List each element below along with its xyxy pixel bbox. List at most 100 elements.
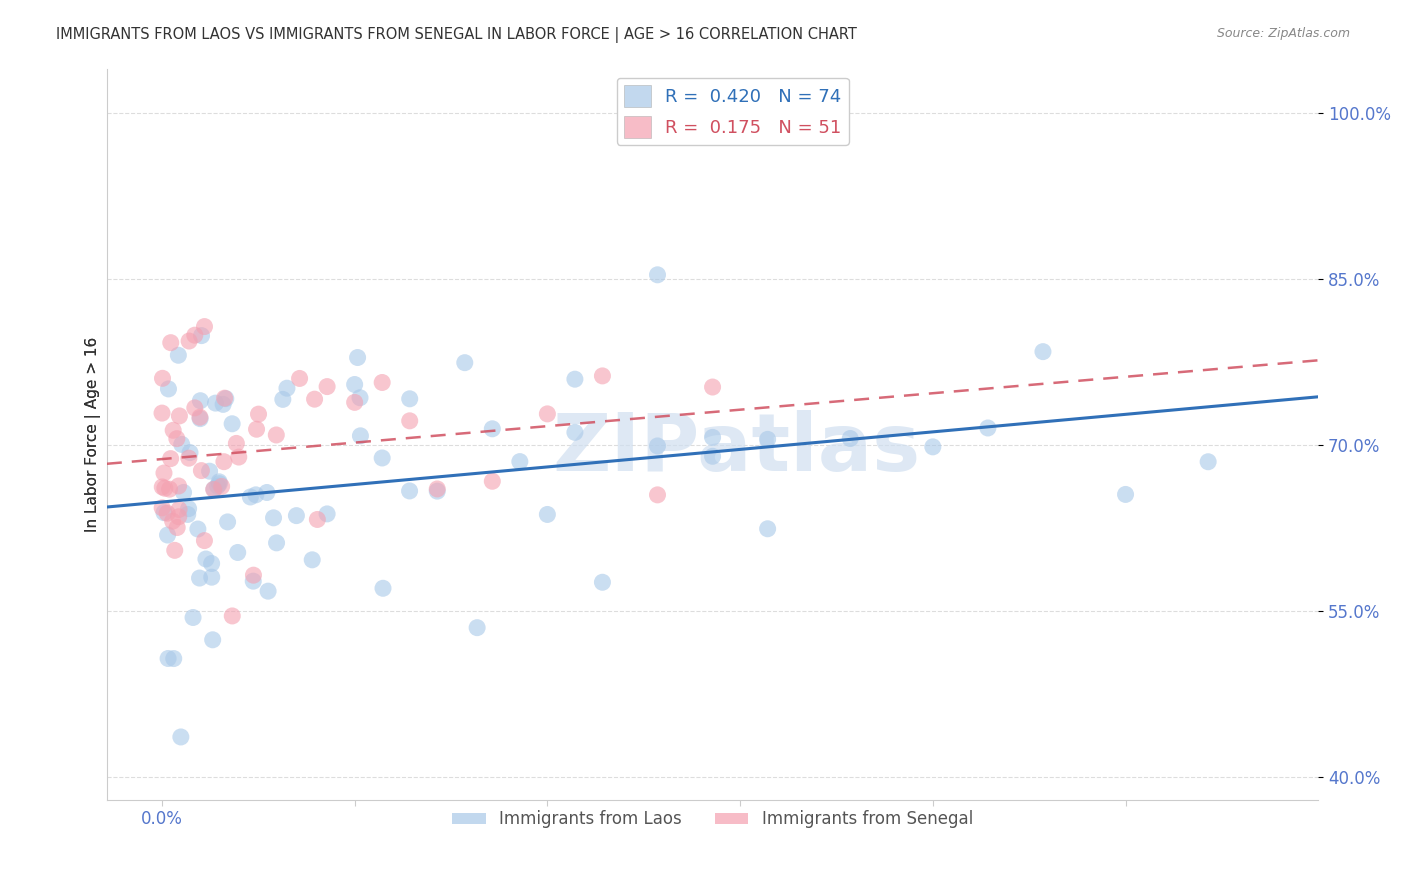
- Immigrants from Senegal: [166, 432, 188, 446]
- Immigrants from Senegal: [288, 371, 311, 385]
- Immigrants from Laos: [343, 377, 366, 392]
- Immigrants from Laos: [271, 392, 294, 407]
- Immigrants from Laos: [465, 621, 488, 635]
- Y-axis label: In Labor Force | Age > 16: In Labor Force | Age > 16: [86, 336, 101, 532]
- Immigrants from Senegal: [266, 428, 288, 442]
- Immigrants from Laos: [564, 372, 586, 386]
- Immigrants from Senegal: [162, 423, 184, 437]
- Immigrants from Laos: [177, 508, 200, 522]
- Immigrants from Senegal: [159, 482, 181, 496]
- Immigrants from Senegal: [150, 500, 173, 515]
- Immigrants from Laos: [647, 439, 669, 453]
- Immigrants from Laos: [167, 348, 190, 362]
- Text: IMMIGRANTS FROM LAOS VS IMMIGRANTS FROM SENEGAL IN LABOR FORCE | AGE > 16 CORREL: IMMIGRANTS FROM LAOS VS IMMIGRANTS FROM …: [56, 27, 858, 43]
- Immigrants from Laos: [221, 417, 243, 431]
- Immigrants from Senegal: [167, 502, 190, 516]
- Immigrants from Laos: [226, 545, 249, 559]
- Immigrants from Laos: [208, 476, 231, 491]
- Immigrants from Senegal: [167, 509, 190, 524]
- Immigrants from Laos: [245, 488, 267, 502]
- Immigrants from Senegal: [166, 520, 188, 534]
- Immigrants from Laos: [349, 429, 371, 443]
- Immigrants from Senegal: [159, 335, 181, 350]
- Immigrants from Senegal: [307, 512, 329, 526]
- Immigrants from Laos: [1115, 487, 1137, 501]
- Immigrants from Laos: [426, 484, 449, 499]
- Immigrants from Laos: [157, 651, 180, 665]
- Immigrants from Laos: [346, 351, 368, 365]
- Immigrants from Laos: [208, 475, 231, 489]
- Immigrants from Laos: [215, 392, 238, 406]
- Immigrants from Laos: [204, 396, 226, 410]
- Immigrants from Laos: [201, 570, 224, 584]
- Immigrants from Laos: [316, 507, 339, 521]
- Immigrants from Laos: [509, 454, 531, 468]
- Immigrants from Senegal: [647, 488, 669, 502]
- Immigrants from Senegal: [177, 451, 200, 466]
- Immigrants from Laos: [207, 479, 229, 493]
- Immigrants from Laos: [188, 411, 211, 425]
- Immigrants from Laos: [756, 522, 779, 536]
- Immigrants from Senegal: [398, 414, 420, 428]
- Immigrants from Laos: [239, 490, 262, 504]
- Immigrants from Laos: [157, 382, 180, 396]
- Immigrants from Laos: [181, 610, 204, 624]
- Immigrants from Senegal: [156, 506, 179, 520]
- Text: Source: ZipAtlas.com: Source: ZipAtlas.com: [1216, 27, 1350, 40]
- Immigrants from Laos: [536, 508, 558, 522]
- Immigrants from Senegal: [214, 391, 236, 405]
- Immigrants from Senegal: [212, 455, 235, 469]
- Immigrants from Senegal: [371, 376, 394, 390]
- Immigrants from Laos: [179, 445, 201, 459]
- Immigrants from Laos: [190, 393, 212, 408]
- Immigrants from Laos: [1197, 455, 1219, 469]
- Immigrants from Laos: [839, 432, 862, 446]
- Immigrants from Senegal: [304, 392, 326, 406]
- Immigrants from Laos: [256, 485, 278, 500]
- Immigrants from Laos: [276, 381, 298, 395]
- Text: ZIPatlas: ZIPatlas: [553, 409, 921, 488]
- Immigrants from Laos: [202, 482, 225, 496]
- Immigrants from Senegal: [150, 480, 173, 494]
- Immigrants from Laos: [177, 501, 200, 516]
- Immigrants from Senegal: [245, 422, 267, 436]
- Immigrants from Senegal: [343, 395, 366, 409]
- Immigrants from Laos: [190, 328, 212, 343]
- Immigrants from Laos: [398, 483, 420, 498]
- Immigrants from Laos: [163, 651, 186, 665]
- Immigrants from Senegal: [150, 406, 173, 420]
- Immigrants from Senegal: [242, 568, 264, 582]
- Immigrants from Senegal: [153, 481, 176, 495]
- Immigrants from Senegal: [247, 407, 270, 421]
- Immigrants from Senegal: [536, 407, 558, 421]
- Immigrants from Senegal: [184, 328, 207, 343]
- Immigrants from Laos: [242, 574, 264, 589]
- Immigrants from Laos: [1032, 344, 1054, 359]
- Immigrants from Laos: [564, 425, 586, 440]
- Immigrants from Laos: [212, 397, 235, 411]
- Immigrants from Senegal: [188, 410, 211, 425]
- Immigrants from Laos: [257, 584, 280, 599]
- Immigrants from Laos: [454, 356, 477, 370]
- Immigrants from Laos: [398, 392, 420, 406]
- Immigrants from Senegal: [167, 479, 190, 493]
- Immigrants from Senegal: [190, 464, 212, 478]
- Immigrants from Laos: [921, 440, 943, 454]
- Immigrants from Laos: [201, 557, 224, 571]
- Immigrants from Laos: [187, 522, 209, 536]
- Immigrants from Laos: [349, 391, 371, 405]
- Immigrants from Laos: [170, 730, 193, 744]
- Immigrants from Senegal: [159, 451, 181, 466]
- Immigrants from Senegal: [152, 371, 174, 385]
- Immigrants from Laos: [591, 575, 613, 590]
- Legend: Immigrants from Laos, Immigrants from Senegal: Immigrants from Laos, Immigrants from Se…: [446, 804, 980, 835]
- Immigrants from Senegal: [162, 514, 184, 528]
- Immigrants from Laos: [173, 485, 195, 500]
- Immigrants from Senegal: [228, 450, 250, 464]
- Immigrants from Laos: [647, 268, 669, 282]
- Immigrants from Senegal: [169, 409, 191, 423]
- Immigrants from Senegal: [211, 479, 233, 493]
- Immigrants from Laos: [188, 571, 211, 585]
- Y-axis label: In Labor Force | Age > 16: In Labor Force | Age > 16: [86, 336, 101, 532]
- Immigrants from Laos: [170, 437, 193, 451]
